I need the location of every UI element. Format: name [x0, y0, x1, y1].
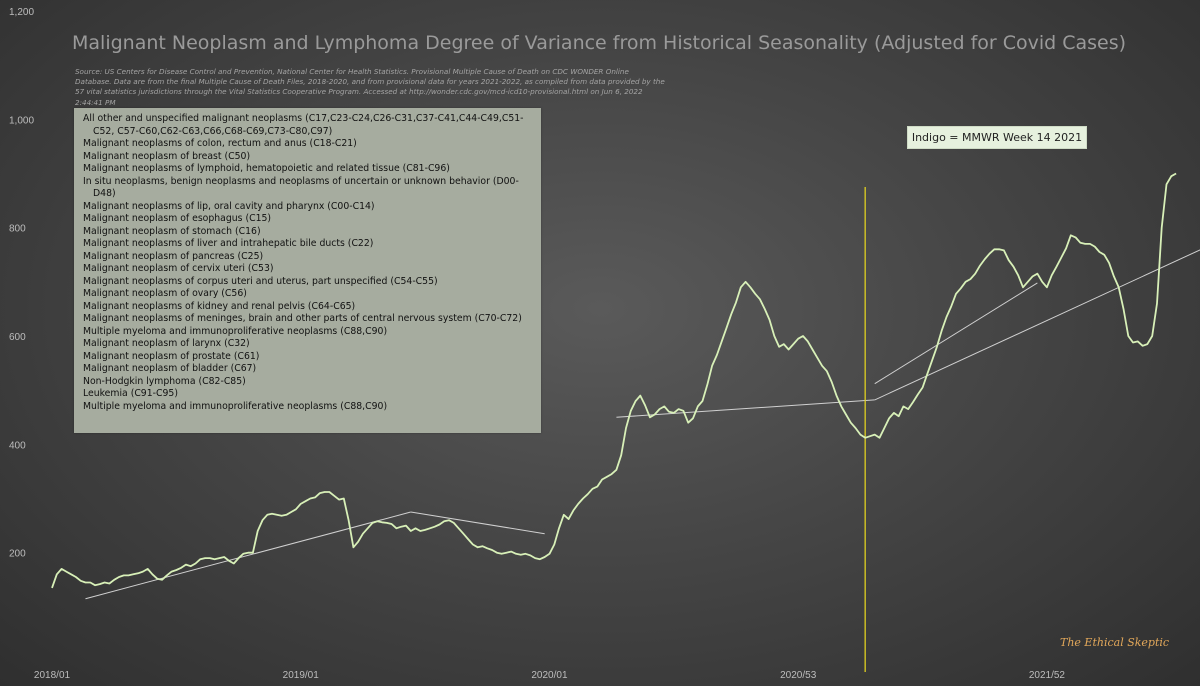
legend-box: All other and unspecified malignant neop…	[74, 108, 541, 433]
legend-item: Multiple myeloma and immunoproliferative…	[83, 325, 388, 337]
y-tick-label: 200	[9, 549, 26, 560]
x-tick-label: 2021/52	[1029, 670, 1066, 681]
y-tick-label: 400	[9, 440, 26, 451]
legend-item: All other and unspecified malignant neop…	[83, 113, 524, 137]
legend-item: Malignant neoplasms of liver and intrahe…	[83, 238, 374, 249]
callout-box: Indigo = MMWR Week 14 2021	[907, 126, 1087, 149]
series-lines	[51, 172, 1177, 589]
trend-line	[874, 282, 1038, 385]
chart-title: Malignant Neoplasm and Lymphoma Degree o…	[72, 32, 1127, 54]
trend-line	[85, 511, 411, 600]
signature: The Ethical Skeptic	[1060, 636, 1170, 649]
trend-line	[616, 399, 875, 418]
legend-item: Malignant neoplasms of meninges, brain a…	[83, 313, 522, 324]
x-tick-label: 2019/01	[283, 670, 320, 681]
legend-item: In situ neoplasms, benign neoplasms and …	[83, 175, 519, 200]
legend-item: Multiple myeloma and immunoproliferative…	[83, 400, 388, 412]
x-tick-label: 2020/01	[531, 670, 568, 681]
legend-item: Malignant neoplasms of lymphoid, hematop…	[83, 163, 450, 174]
legend-item: Malignant neoplasms of corpus uteri and …	[83, 275, 438, 287]
legend-item: Malignant neoplasm of cervix uteri (C53)	[83, 263, 274, 274]
legend-item: Malignant neoplasms of colon, rectum and…	[83, 138, 357, 149]
legend-item: Leukemia (C91-C95)	[83, 388, 178, 399]
y-tick-label: 800	[9, 224, 26, 235]
x-tick-label: 2020/53	[780, 670, 817, 681]
trend-lines	[85, 249, 1200, 600]
x-axis-ticks: 2018/01 2019/01 2020/01 2020/53 2021/52	[34, 670, 1066, 681]
trend-line	[410, 511, 545, 535]
legend-item: Malignant neoplasm of esophagus (C15)	[83, 213, 272, 224]
legend-item: Malignant neoplasm of breast (C50)	[83, 150, 251, 162]
series-line	[51, 172, 1177, 589]
legend-item: Malignant neoplasm of ovary (C56)	[83, 288, 247, 299]
trend-line	[874, 249, 1200, 401]
source-note: Source: US Centers for Disease Control a…	[75, 67, 665, 107]
y-tick-label: 1,000	[9, 115, 34, 126]
legend-item: Malignant neoplasm of stomach (C16)	[83, 225, 261, 237]
x-tick-label: 2018/01	[34, 670, 71, 681]
legend-item: Malignant neoplasm of prostate (C61)	[83, 350, 260, 362]
y-tick-label: 1,200	[9, 7, 34, 18]
y-tick-label: 600	[9, 332, 26, 343]
legend-item: Malignant neoplasm of larynx (C32)	[83, 338, 250, 349]
legend-item: Malignant neoplasm of pancreas (C25)	[83, 250, 264, 262]
legend-item: Malignant neoplasms of kidney and renal …	[83, 300, 356, 312]
legend-list: All other and unspecified malignant neop…	[83, 113, 533, 413]
legend-item: Malignant neoplasm of bladder (C67)	[83, 363, 257, 374]
legend-item: Malignant neoplasms of lip, oral cavity …	[83, 200, 375, 212]
legend-item: Non-Hodgkin lymphoma (C82-C85)	[83, 375, 246, 387]
y-axis-ticks: 200 400 600 800 1,000 1,200	[9, 7, 34, 560]
